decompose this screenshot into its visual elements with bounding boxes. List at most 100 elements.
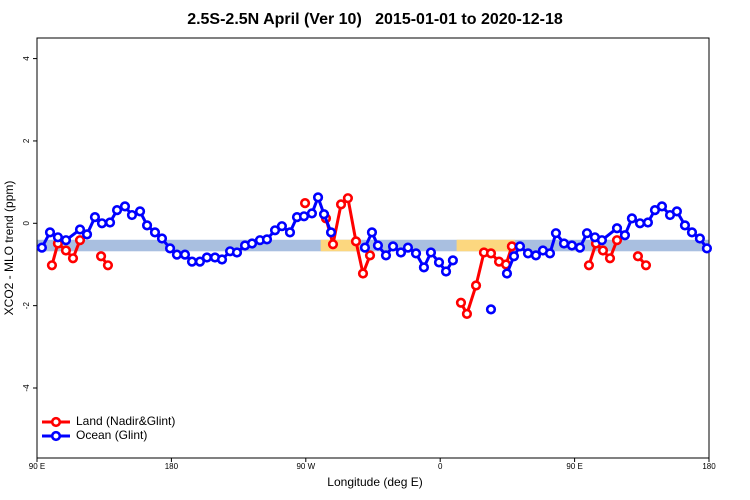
data-point bbox=[164, 243, 176, 254]
data-point bbox=[350, 236, 362, 247]
data-point bbox=[425, 247, 437, 258]
data-point bbox=[626, 213, 638, 224]
data-point bbox=[52, 232, 64, 243]
data-point bbox=[194, 256, 206, 267]
data-point bbox=[119, 201, 131, 212]
data-point bbox=[506, 241, 517, 252]
data-point bbox=[611, 223, 623, 234]
data-point bbox=[583, 260, 595, 271]
legend-label: Land (Nadir&Glint) bbox=[76, 414, 175, 428]
x-tick-label: 90 W bbox=[296, 462, 315, 471]
data-point bbox=[96, 218, 108, 229]
data-point bbox=[126, 209, 138, 221]
y-tick-label: 0 bbox=[22, 221, 31, 226]
legend-marker bbox=[50, 416, 62, 428]
data-point bbox=[74, 224, 86, 235]
data-point bbox=[640, 260, 652, 271]
x-tick-label: 180 bbox=[702, 462, 716, 471]
legend-label: Ocean (Glint) bbox=[76, 428, 147, 442]
y-tick-label: 2 bbox=[22, 138, 31, 143]
data-point bbox=[574, 242, 586, 253]
data-point bbox=[312, 192, 324, 203]
data-point bbox=[395, 247, 407, 258]
x-tick-label: 180 bbox=[165, 462, 179, 471]
data-point bbox=[433, 257, 445, 268]
data-point bbox=[335, 199, 347, 210]
data-point bbox=[306, 208, 318, 219]
data-point bbox=[284, 227, 296, 238]
y-tick-label: -4 bbox=[22, 384, 31, 392]
data-point bbox=[134, 206, 146, 217]
data-point bbox=[67, 253, 79, 264]
land-band bbox=[456, 239, 515, 252]
data-point bbox=[299, 198, 311, 209]
data-point bbox=[632, 251, 644, 262]
data-point bbox=[156, 233, 168, 244]
data-point bbox=[514, 241, 526, 252]
data-point bbox=[447, 255, 458, 266]
data-point bbox=[604, 253, 616, 264]
data-point bbox=[36, 242, 48, 253]
data-point bbox=[186, 256, 198, 267]
data-point bbox=[380, 250, 392, 261]
x-tick-label: 0 bbox=[438, 462, 443, 471]
data-point bbox=[461, 308, 473, 319]
data-point bbox=[508, 251, 520, 262]
data-point bbox=[359, 242, 371, 253]
y-axis-label: XCO2 - MLO trend (ppm) bbox=[2, 181, 16, 316]
data-point bbox=[44, 227, 56, 238]
data-point bbox=[231, 247, 243, 258]
data-point bbox=[550, 228, 562, 239]
data-point bbox=[74, 235, 86, 246]
data-point bbox=[686, 227, 698, 238]
x-tick-label: 90 E bbox=[29, 462, 45, 471]
data-point bbox=[201, 252, 213, 263]
data-point bbox=[179, 249, 191, 260]
data-point bbox=[81, 229, 93, 240]
data-point bbox=[364, 250, 376, 261]
data-point bbox=[102, 260, 114, 271]
y-tick-label: 4 bbox=[22, 56, 31, 61]
data-point bbox=[597, 245, 609, 256]
data-point bbox=[149, 227, 161, 238]
data-point bbox=[89, 212, 101, 223]
data-point bbox=[216, 254, 228, 265]
data-point bbox=[60, 245, 72, 256]
data-point bbox=[522, 248, 534, 259]
data-point bbox=[701, 243, 713, 254]
data-point bbox=[656, 201, 668, 212]
data-point bbox=[530, 250, 542, 261]
data-point bbox=[46, 260, 58, 271]
data-point bbox=[566, 240, 578, 251]
data-point bbox=[671, 206, 682, 217]
data-point bbox=[611, 235, 623, 246]
data-point bbox=[485, 248, 497, 259]
data-point bbox=[440, 266, 452, 277]
data-point bbox=[366, 227, 378, 238]
data-point bbox=[679, 220, 691, 231]
data-point bbox=[104, 217, 116, 228]
data-point bbox=[325, 227, 337, 238]
data-point bbox=[269, 225, 281, 236]
data-point bbox=[694, 233, 705, 244]
data-point bbox=[402, 242, 414, 253]
data-point bbox=[544, 248, 556, 259]
data-point bbox=[357, 268, 369, 279]
data-point bbox=[111, 205, 123, 216]
land-band bbox=[320, 239, 360, 252]
data-point bbox=[558, 238, 570, 249]
data-point bbox=[410, 248, 422, 259]
data-point bbox=[95, 251, 107, 262]
data-point bbox=[261, 234, 273, 245]
data-point bbox=[318, 209, 330, 220]
data-point bbox=[276, 221, 288, 232]
data-point bbox=[581, 228, 593, 239]
data-point bbox=[387, 241, 399, 252]
data-point bbox=[634, 218, 646, 229]
legend-marker bbox=[50, 430, 62, 442]
chart-title: 2.5S-2.5N April (Ver 10) 2015-01-01 to 2… bbox=[187, 11, 563, 28]
data-point bbox=[171, 249, 183, 260]
data-point bbox=[60, 235, 72, 246]
data-point bbox=[596, 235, 608, 246]
